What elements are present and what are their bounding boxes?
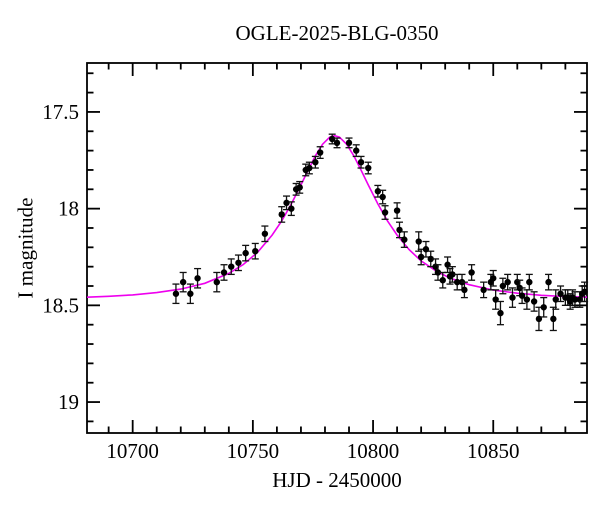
data-point: [401, 236, 408, 243]
data-point: [213, 278, 221, 286]
data-point: [550, 315, 557, 323]
data-point: [417, 253, 425, 261]
data-point: [518, 292, 526, 299]
data-point: [172, 290, 180, 297]
data-point: [296, 184, 303, 191]
svg-text:18: 18: [58, 197, 79, 221]
data-points: [172, 133, 589, 332]
data-point: [283, 199, 290, 207]
data-point: [468, 269, 475, 276]
svg-text:10750: 10750: [227, 439, 280, 463]
data-point: [415, 238, 422, 245]
data-point: [316, 149, 324, 156]
data-point: [509, 294, 516, 301]
data-point: [379, 193, 386, 201]
data-point: [194, 275, 201, 282]
data-point: [306, 164, 313, 172]
data-point: [434, 269, 442, 276]
data-point: [526, 278, 533, 286]
data-point: [490, 275, 497, 282]
data-point: [453, 278, 461, 286]
data-point: [357, 159, 365, 166]
x-axis-ticks: [107, 63, 567, 433]
svg-text:10850: 10850: [467, 439, 520, 463]
data-point: [497, 309, 504, 317]
data-point: [540, 304, 547, 311]
data-point: [449, 271, 456, 278]
data-point: [278, 211, 285, 218]
data-point: [187, 290, 194, 297]
data-point: [393, 207, 401, 214]
y-tick-labels: 17.5 18 18.5 19: [42, 100, 79, 414]
data-point: [504, 278, 511, 286]
data-point: [530, 298, 538, 305]
data-point: [499, 282, 507, 290]
data-point: [545, 278, 552, 286]
data-point: [252, 247, 259, 255]
data-point: [333, 139, 341, 147]
y-axis-label: I magnitude: [13, 197, 38, 299]
svg-text:10800: 10800: [347, 439, 400, 463]
data-point: [427, 255, 434, 263]
data-point: [365, 164, 372, 172]
svg-text:19: 19: [58, 390, 79, 414]
model-curve: [86, 134, 588, 298]
data-point: [523, 296, 531, 303]
data-point: [312, 159, 319, 166]
svg-text:10700: 10700: [106, 439, 159, 463]
x-axis-label: HJD - 2450000: [272, 468, 402, 492]
data-point: [461, 286, 468, 294]
plot-frame: [86, 62, 588, 434]
y-axis-ticks: [87, 72, 587, 423]
data-point: [228, 263, 235, 270]
svg-text:17.5: 17.5: [42, 100, 79, 124]
data-point: [381, 209, 389, 216]
data-point: [480, 286, 487, 294]
data-point: [288, 205, 295, 212]
data-point: [242, 249, 249, 257]
data-point: [557, 290, 564, 297]
svg-text:18.5: 18.5: [42, 293, 79, 317]
data-point: [179, 278, 187, 286]
data-point: [345, 139, 353, 147]
data-point: [235, 259, 242, 266]
data-point: [439, 277, 446, 284]
x-tick-labels: 10700 10750 10800 10850: [106, 439, 519, 463]
chart-title: OGLE-2025-BLG-0350: [235, 21, 439, 45]
data-point: [571, 296, 579, 303]
data-point: [374, 188, 382, 195]
data-point: [261, 230, 269, 237]
data-point: [220, 269, 228, 276]
data-point: [353, 147, 360, 154]
data-point: [581, 288, 588, 296]
